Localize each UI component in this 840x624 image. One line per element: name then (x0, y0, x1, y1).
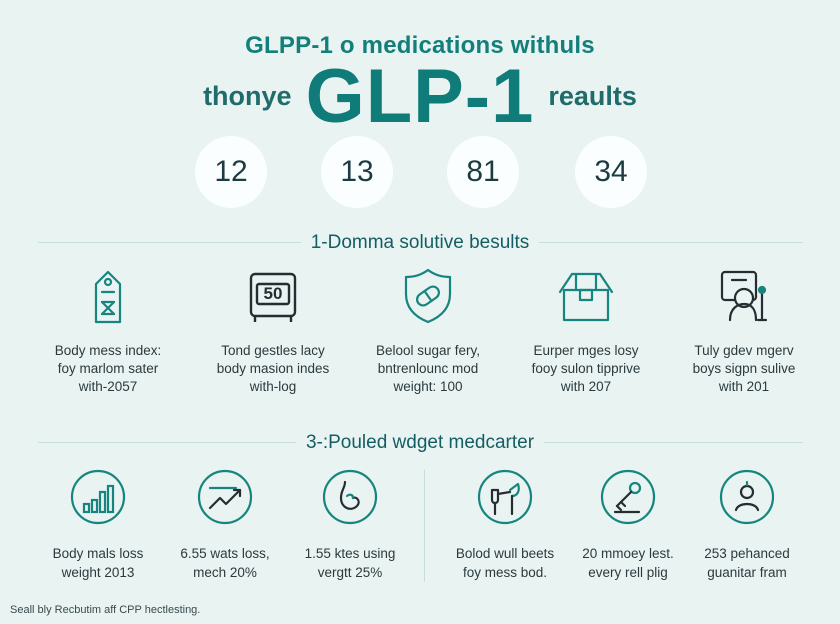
section1-title: 1-Domma solutive besults (0, 232, 840, 254)
stat-circle: 12 (195, 136, 267, 208)
section2-title: 3-:Pouled wdget medcarter (0, 432, 840, 454)
glasses-icon (476, 468, 534, 526)
caption-line: Belool sugar fery, (375, 343, 481, 358)
title-line1: GLPP-1 o medications withuls (245, 32, 595, 59)
stat-circle: 34 (575, 136, 647, 208)
trend-up-icon (196, 468, 254, 526)
caption-line: with 201 (718, 379, 770, 394)
caption-line: foy marlom sater (57, 361, 159, 376)
caption-line: Body mess index: (54, 343, 162, 358)
tag-icon (76, 264, 140, 328)
box-icon (554, 264, 618, 328)
caption-line: Eurper mges losy (533, 343, 639, 358)
stats-row: 12 13 81 34 (195, 136, 655, 208)
caption-line: fooy sulon tipprive (531, 361, 641, 376)
scale-display: 50 (263, 284, 283, 303)
caption-line: Body mals loss (52, 546, 144, 561)
caption-line: 1.55 ktes using (304, 546, 396, 561)
caption-line: 20 mmoey lest. (582, 546, 674, 561)
section2-row: Body mals loss weight 2013 6.55 wats los… (28, 468, 818, 588)
list-item: Eurper mges losy fooy sulon tipprive wit… (506, 264, 666, 404)
footer-note: Seall bly Recbutim aff CPP hectlesting. (10, 604, 201, 616)
caption-line: Tuly gdev mgerv (694, 343, 794, 358)
caption-line: bntrenlounc mod (377, 361, 479, 376)
stat-circle: 81 (447, 136, 519, 208)
scale-icon: 50 (241, 264, 305, 328)
list-item: Bolod wull beets foy mess bod. (440, 468, 570, 588)
person-monitor-icon (712, 264, 776, 328)
caption-line: weight: 100 (393, 379, 463, 394)
list-item: Body mess index: foy marlom sater with-2… (28, 264, 188, 404)
list-item: 253 pehanced guanitar fram (682, 468, 812, 588)
caption-line: with-2057 (78, 379, 138, 394)
caption-line: Bolod wull beets (455, 546, 555, 561)
caption-line: guanitar fram (707, 565, 787, 580)
title-suffix: reaults (548, 80, 637, 111)
caption-line: Tond gestles lacy (221, 343, 325, 358)
bar-chart-icon (69, 468, 127, 526)
caption-line: body masion indes (216, 361, 330, 376)
section1-row: Body mess index: foy marlom sater with-2… (28, 264, 818, 404)
caption-line: every rell plig (588, 565, 668, 580)
title-prefix: thonye (203, 80, 292, 111)
caption-line: 253 pehanced (704, 546, 790, 561)
caption-line: weight 2013 (61, 565, 135, 580)
list-item: 20 mmoey lest. every rell plig (563, 468, 693, 588)
key-icon (599, 468, 657, 526)
list-item: 1.55 ktes using vergtt 25% (285, 468, 415, 588)
caption-line: foy mess bod. (462, 565, 548, 580)
title-line2: thonye GLP-1 reaults (0, 54, 840, 139)
list-item: Tuly gdev mgerv boys sigpn sulive with 2… (664, 264, 824, 404)
stomach-icon (321, 468, 379, 526)
caption-line: with-log (249, 379, 297, 394)
section2-title-text: 3-:Pouled wdget medcarter (295, 432, 545, 453)
title-big: GLP-1 (305, 53, 535, 139)
caption-line: vergtt 25% (317, 565, 383, 580)
list-item: 50 Tond gestles lacy body masion indes w… (193, 264, 353, 404)
list-item: 6.55 wats loss, mech 20% (160, 468, 290, 588)
caption-line: mech 20% (193, 565, 257, 580)
list-item: Belool sugar fery, bntrenlounc mod weigh… (348, 264, 508, 404)
caption-line: with 207 (560, 379, 612, 394)
person-circle-icon (718, 468, 776, 526)
stat-circle: 13 (321, 136, 393, 208)
vertical-divider (424, 470, 425, 582)
caption-line: boys sigpn sulive (692, 361, 796, 376)
caption-line: 6.55 wats loss, (180, 546, 270, 561)
section1-title-text: 1-Domma solutive besults (300, 232, 540, 253)
shield-pill-icon (396, 264, 460, 328)
list-item: Body mals loss weight 2013 (33, 468, 163, 588)
